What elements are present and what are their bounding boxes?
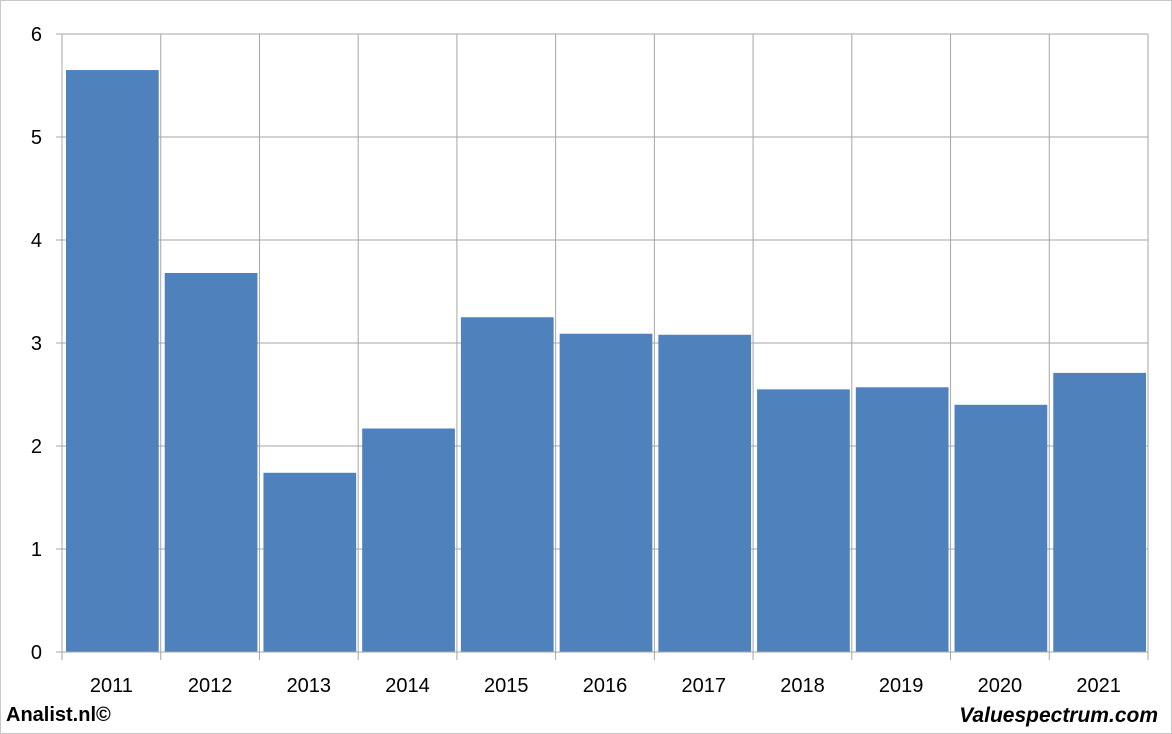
x-tick-label: 2013	[287, 675, 332, 697]
y-tick-label: 3	[31, 333, 42, 355]
bar-2015	[460, 317, 554, 652]
x-tick-label: 2012	[188, 675, 233, 697]
x-tick-label: 2019	[879, 675, 924, 697]
tick-labels: 0 1 2 3 4 5 6 2011 2012 2013 2014 2015 2016 2017 2018 2…	[31, 24, 1121, 697]
x-tick-label: 2020	[978, 675, 1023, 697]
x-tick-label: 2011	[90, 675, 133, 697]
y-tick-label: 0	[31, 642, 42, 664]
bars	[66, 70, 1146, 653]
bar-2014	[362, 428, 455, 652]
footer-left-credit: Analist.nl©	[6, 704, 111, 726]
y-tick-label: 4	[31, 230, 42, 252]
y-tick-label: 1	[31, 539, 42, 561]
bar-2019	[855, 387, 949, 652]
x-tick-label: 2017	[681, 675, 726, 697]
footer-right-credit: Valuespectrum.com	[959, 704, 1158, 727]
bar-2012	[164, 272, 258, 652]
bar-2013	[263, 472, 357, 652]
x-tick-label: 2014	[385, 675, 430, 697]
bar-2017	[658, 334, 752, 652]
y-tick-label: 2	[31, 436, 42, 458]
x-tick-label: 2015	[484, 675, 529, 697]
x-tick-label: 2018	[780, 675, 825, 697]
x-tick-label: 2021	[1076, 675, 1121, 697]
bar-2018	[757, 389, 850, 652]
bar-2011	[66, 70, 159, 653]
bar-2020	[954, 404, 1048, 652]
x-tick-label: 2016	[583, 675, 628, 697]
y-tick-label: 6	[31, 24, 42, 46]
axes	[61, 34, 1148, 653]
bar-2021	[1053, 372, 1146, 652]
bar-2016	[559, 333, 653, 652]
y-tick-label: 5	[31, 127, 42, 149]
